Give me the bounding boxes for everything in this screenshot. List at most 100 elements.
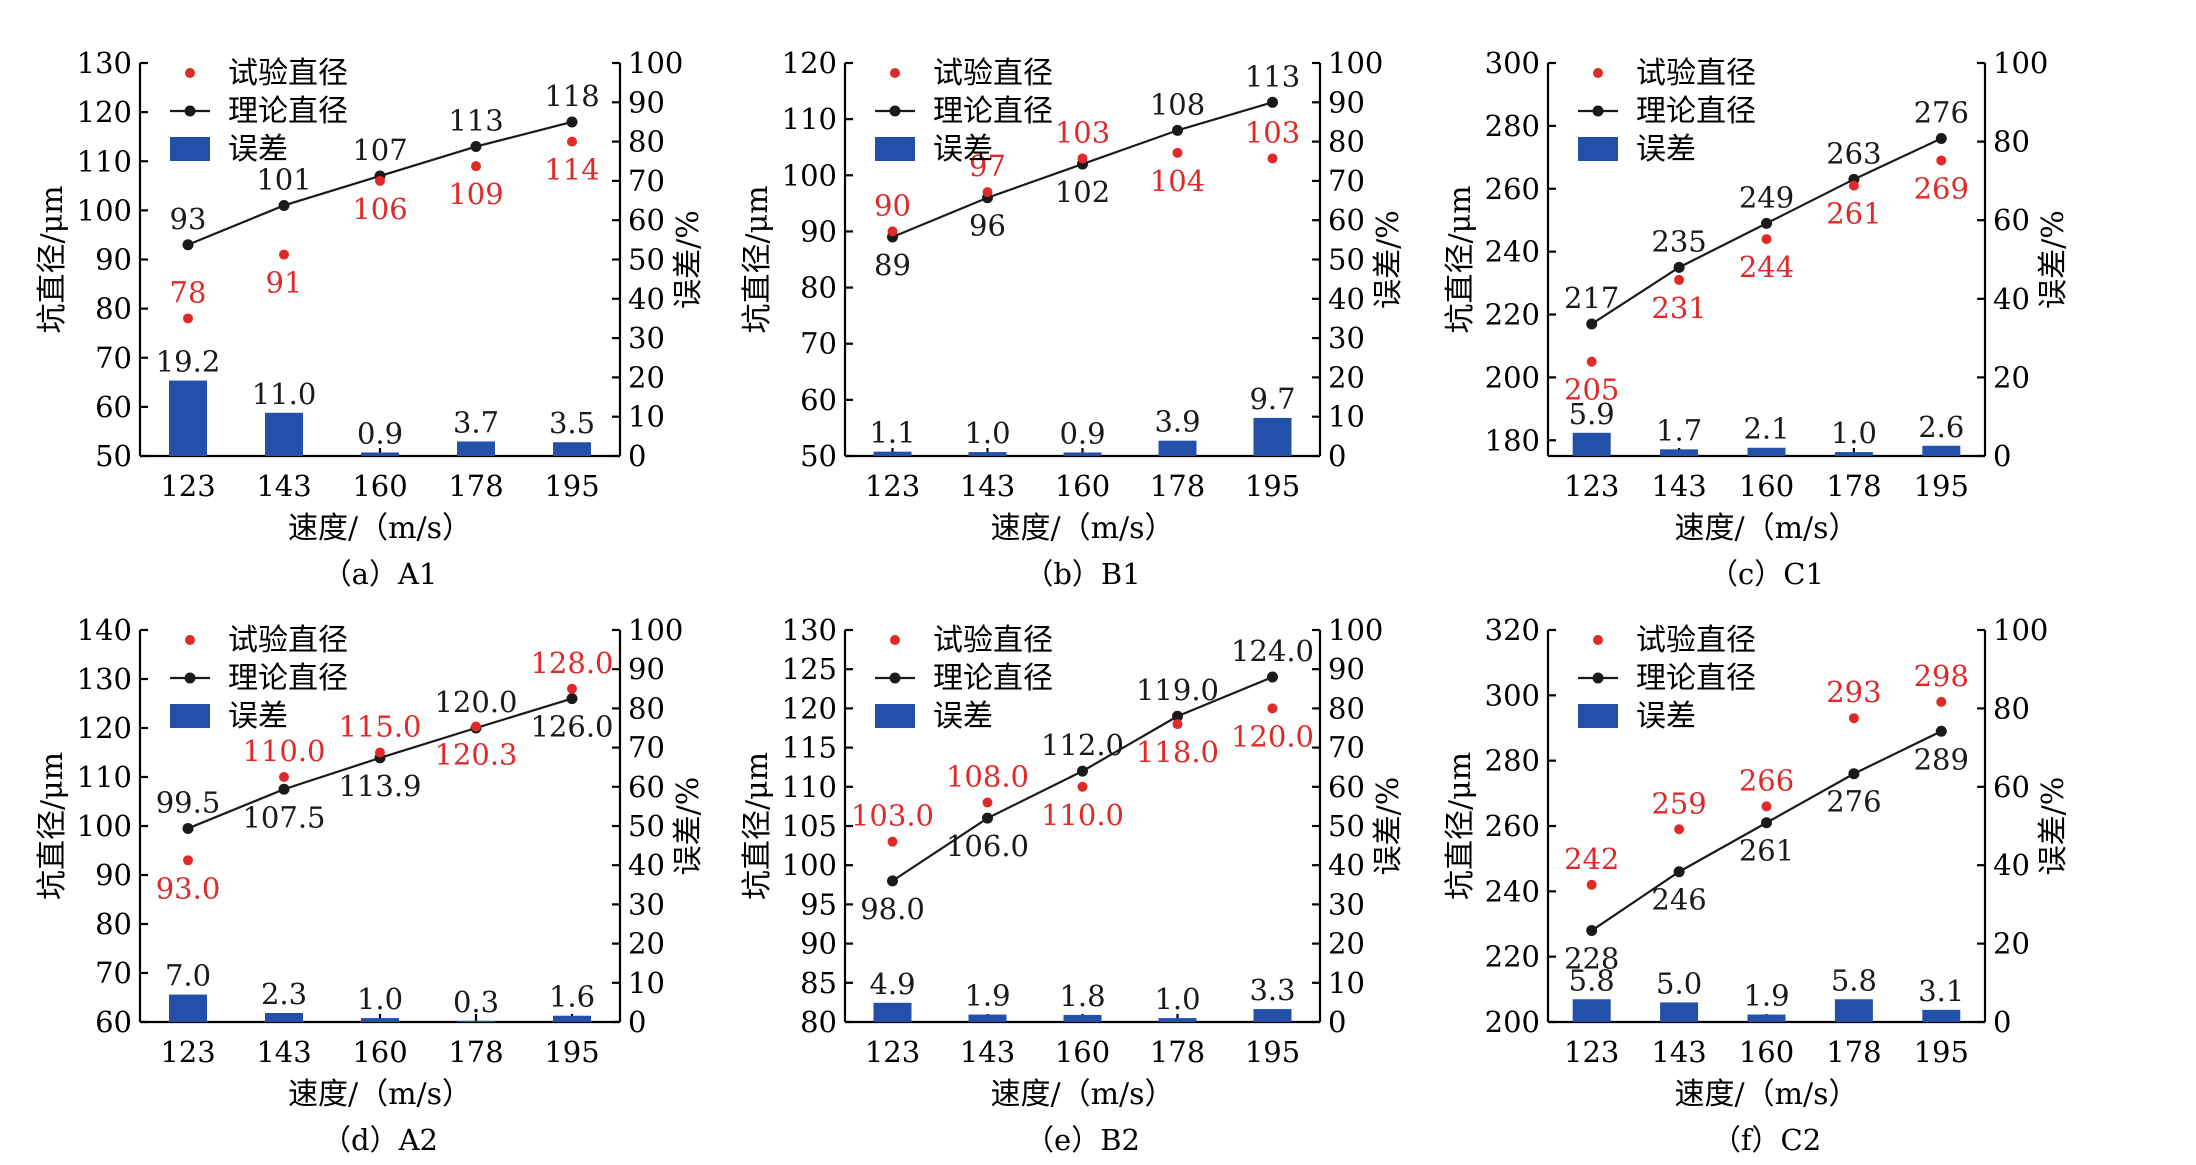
error-bar xyxy=(968,1014,1007,1022)
theoretical-point xyxy=(182,822,194,834)
right-tick-label: 60 xyxy=(1328,770,1365,804)
legend-experimental-label: 试验直径 xyxy=(228,623,348,658)
x-tick-label: 143 xyxy=(1651,469,1706,503)
right-tick-label: 0 xyxy=(1328,439,1346,473)
legend-experimental-marker xyxy=(1593,68,1603,78)
theoretical-value-label: 235 xyxy=(1651,224,1706,258)
error-bar xyxy=(1747,447,1786,456)
right-axis-title: 误差/% xyxy=(671,210,706,309)
legend-error-label: 误差 xyxy=(933,132,993,167)
legend-theoretical-label: 理论直径 xyxy=(1636,94,1756,129)
panel-caption: （b）B1 xyxy=(1024,557,1140,591)
right-tick-label: 20 xyxy=(1328,360,1365,394)
theoretical-point xyxy=(1586,318,1598,330)
right-tick-label: 80 xyxy=(1993,691,2030,725)
left-tick-label: 80 xyxy=(95,907,132,941)
legend-theoretical-label: 理论直径 xyxy=(1636,661,1756,696)
experimental-value-label: 242 xyxy=(1564,842,1619,876)
error-value-label: 1.9 xyxy=(964,979,1010,1013)
error-value-label: 19.2 xyxy=(156,345,221,379)
left-tick-label: 110 xyxy=(782,102,837,136)
right-axis-title: 误差/% xyxy=(2036,210,2071,309)
theoretical-point xyxy=(1077,765,1088,777)
x-tick-label: 195 xyxy=(1245,469,1300,503)
left-tick-label: 300 xyxy=(1485,46,1540,80)
legend-error-swatch xyxy=(170,704,210,728)
theoretical-value-label: 113 xyxy=(448,104,503,138)
right-tick-label: 10 xyxy=(628,400,665,434)
experimental-point xyxy=(1848,713,1859,724)
x-tick-label: 160 xyxy=(1055,469,1110,503)
theoretical-value-label: 98.0 xyxy=(860,892,925,926)
legend-experimental-marker xyxy=(1593,635,1603,645)
right-tick-label: 60 xyxy=(628,203,665,237)
left-tick-label: 100 xyxy=(782,158,837,192)
theoretical-point xyxy=(1761,217,1772,229)
legend-error-swatch xyxy=(1578,137,1618,161)
experimental-value-label: 109 xyxy=(448,177,503,211)
experimental-point xyxy=(1586,356,1597,367)
left-tick-label: 70 xyxy=(95,341,132,375)
right-tick-label: 20 xyxy=(1328,927,1365,961)
right-tick-label: 20 xyxy=(1993,927,2030,961)
right-tick-label: 70 xyxy=(628,164,665,198)
error-bar xyxy=(553,1015,591,1022)
left-tick-label: 280 xyxy=(1485,744,1540,778)
right-tick-label: 50 xyxy=(1328,243,1365,277)
theoretical-point xyxy=(470,141,482,153)
error-value-label: 2.6 xyxy=(1918,410,1964,444)
left-tick-label: 260 xyxy=(1485,172,1540,206)
experimental-value-label: 91 xyxy=(266,266,303,300)
left-axis-title: 坑直径/μm xyxy=(35,752,70,900)
left-tick-label: 125 xyxy=(782,652,837,686)
theoretical-value-label: 89 xyxy=(874,248,911,282)
experimental-value-label: 269 xyxy=(1914,171,1969,205)
error-bar xyxy=(1922,445,1961,456)
legend-experimental-label: 试验直径 xyxy=(1636,56,1756,91)
theoretical-point xyxy=(1848,768,1860,780)
error-value-label: 11.0 xyxy=(252,377,317,411)
experimental-value-label: 103 xyxy=(1245,115,1300,149)
left-tick-label: 80 xyxy=(800,1005,837,1039)
right-tick-label: 40 xyxy=(1993,282,2030,316)
experimental-value-label: 118.0 xyxy=(1136,735,1219,769)
chart-panel-1: 50 60 70 80 90 100 110 120 130 0 10 20 30 40 50 60 70 80 9… xyxy=(35,46,706,591)
left-tick-label: 220 xyxy=(1485,940,1540,974)
theoretical-value-label: 99.5 xyxy=(156,785,221,819)
left-tick-label: 240 xyxy=(1485,235,1540,269)
experimental-point xyxy=(567,683,577,694)
error-value-label: 7.0 xyxy=(165,959,211,993)
error-bar xyxy=(1063,452,1102,456)
legend-theoretical-label: 理论直径 xyxy=(933,94,1053,129)
experimental-point xyxy=(1761,234,1772,245)
error-bar xyxy=(1660,449,1699,456)
experimental-point xyxy=(1172,719,1183,730)
error-value-label: 3.5 xyxy=(549,406,595,440)
x-axis-title: 速度/（m/s） xyxy=(288,1077,472,1112)
error-bar xyxy=(1660,1002,1699,1022)
experimental-point xyxy=(279,249,289,260)
x-tick-label: 160 xyxy=(352,1035,407,1069)
left-tick-label: 95 xyxy=(800,887,837,921)
theoretical-value-label: 93 xyxy=(170,202,207,236)
theoretical-value-label: 276 xyxy=(1826,785,1881,819)
x-tick-label: 123 xyxy=(1564,469,1619,503)
left-tick-label: 180 xyxy=(1485,423,1540,457)
left-tick-label: 110 xyxy=(77,760,132,794)
left-tick-label: 300 xyxy=(1485,678,1540,712)
right-tick-label: 90 xyxy=(628,85,665,119)
theoretical-value-label: 106.0 xyxy=(946,829,1029,863)
x-tick-label: 123 xyxy=(865,1035,920,1069)
experimental-point xyxy=(1761,801,1772,812)
left-tick-label: 50 xyxy=(95,439,132,473)
error-bar xyxy=(1572,432,1611,456)
experimental-value-label: 261 xyxy=(1826,197,1881,231)
right-axis-title: 误差/% xyxy=(2036,777,2071,876)
right-tick-label: 60 xyxy=(1328,203,1365,237)
left-tick-label: 80 xyxy=(800,271,837,305)
experimental-value-label: 266 xyxy=(1739,763,1794,797)
error-value-label: 1.9 xyxy=(1743,979,1789,1013)
